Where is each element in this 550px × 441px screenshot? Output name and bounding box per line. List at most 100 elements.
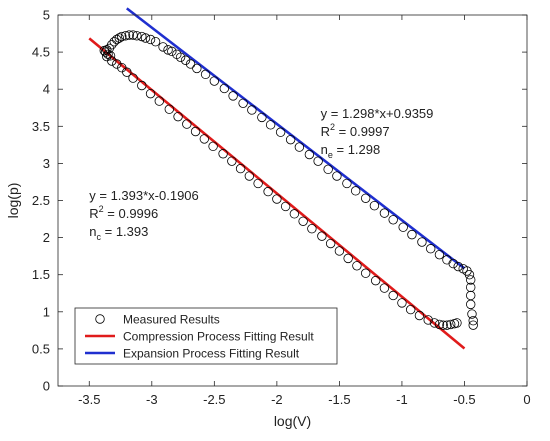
annotation-line: ne = 1.298 (321, 142, 381, 160)
y-tick-label: 4 (43, 82, 50, 97)
measured-point (434, 249, 445, 260)
legend-box (74, 307, 338, 365)
measured-point (397, 298, 407, 308)
y-axis-title: log(p) (5, 183, 21, 219)
measured-point (185, 59, 196, 69)
measured-point (180, 55, 191, 65)
measured-point (263, 186, 273, 197)
measured-point (200, 69, 211, 80)
measured-point (253, 178, 263, 189)
measured-point (379, 208, 390, 218)
measured-point (452, 318, 462, 328)
measured-point (334, 246, 345, 256)
measured-point (323, 164, 333, 175)
measured-point (120, 31, 131, 41)
measured-point (423, 315, 433, 325)
measured-point (109, 37, 119, 47)
y-tick-label: 4.5 (32, 45, 50, 60)
measured-point (280, 201, 291, 212)
measured-point (352, 261, 362, 271)
measured-point (468, 320, 478, 330)
measured-point (467, 309, 477, 319)
legend-label: Expansion Process Fitting Result (123, 347, 300, 361)
measured-point (325, 238, 336, 249)
measured-point (417, 237, 427, 247)
axes: -3.5 -3 -2.5 -2 -1.5 -1 -0.5 0 0 0.5 1 1.5 2 2.5 3 3.5 4… (5, 8, 531, 430)
measured-point (405, 304, 416, 315)
x-tick-label: -1 (396, 392, 408, 407)
measured-point (442, 320, 452, 330)
legend-label: Compression Process Fitting Result (123, 330, 314, 344)
legend-label: Measured Results (123, 313, 220, 327)
measured-point (172, 49, 182, 60)
measured-point (429, 318, 440, 328)
x-axis-title: log(V) (274, 413, 311, 429)
measured-point (414, 310, 425, 321)
measured-point (343, 253, 353, 264)
measured-point (360, 268, 371, 278)
measured-point (446, 319, 456, 330)
annotation-text: n (321, 142, 328, 157)
measured-point (218, 149, 228, 159)
annotation-line: nc = 1.393 (89, 224, 148, 242)
measured-point (304, 149, 315, 160)
measured-point (107, 56, 117, 66)
measured-point (145, 34, 156, 45)
x-tick-label: -3.5 (78, 392, 100, 407)
annotation-line: y = 1.298*x+0.9359 (321, 106, 434, 121)
measured-point (227, 156, 237, 166)
measured-point (388, 290, 398, 301)
measured-point (124, 30, 134, 40)
annotation-line: R2 = 0.9997 (321, 122, 390, 139)
expansion-fit-line (125, 7, 466, 270)
annotation-text-rest: = 1.298 (333, 142, 380, 157)
measured-point (425, 244, 436, 254)
measured-point (294, 142, 305, 152)
measured-point (208, 141, 218, 152)
measured-point (199, 134, 210, 144)
measured-point (128, 73, 138, 83)
measured-point (122, 67, 132, 77)
x-tick-label: -3 (146, 392, 158, 407)
measured-point (190, 126, 201, 137)
measured-point (272, 194, 282, 204)
measured-point (434, 319, 445, 330)
annotation-text: R (89, 206, 98, 221)
measured-point (117, 31, 127, 42)
annotation-text-rest: = 0.9997 (335, 124, 390, 139)
annotation-text: R (321, 124, 330, 139)
measured-point (398, 222, 408, 232)
x-tick-label: -1.5 (328, 392, 350, 407)
measured-point (247, 105, 257, 115)
y-tick-label: 0 (43, 379, 50, 394)
measured-point (360, 193, 371, 203)
measured-point (317, 231, 327, 241)
measured-point (379, 283, 390, 293)
annotation-subscript: c (97, 232, 102, 242)
measured-point (466, 282, 476, 293)
annotation-subscript: e (328, 150, 333, 160)
measured-point (289, 209, 300, 219)
measured-point (114, 33, 124, 43)
measured-point (285, 134, 296, 145)
measured-point (453, 261, 463, 272)
x-tick-label: 0 (523, 392, 530, 407)
measured-point (275, 127, 286, 137)
y-tick-label: 0.5 (32, 341, 50, 356)
measured-point (369, 200, 380, 211)
x-tick-label: -2.5 (203, 392, 225, 407)
measured-point (332, 171, 342, 181)
annotation-text: n (89, 224, 96, 239)
y-tick-label: 1 (43, 304, 50, 319)
measured-point (298, 216, 308, 226)
measured-point (132, 31, 142, 41)
measured-point (105, 51, 116, 61)
measured-point (150, 37, 161, 47)
measured-point (192, 63, 202, 74)
measured-point (466, 275, 476, 285)
